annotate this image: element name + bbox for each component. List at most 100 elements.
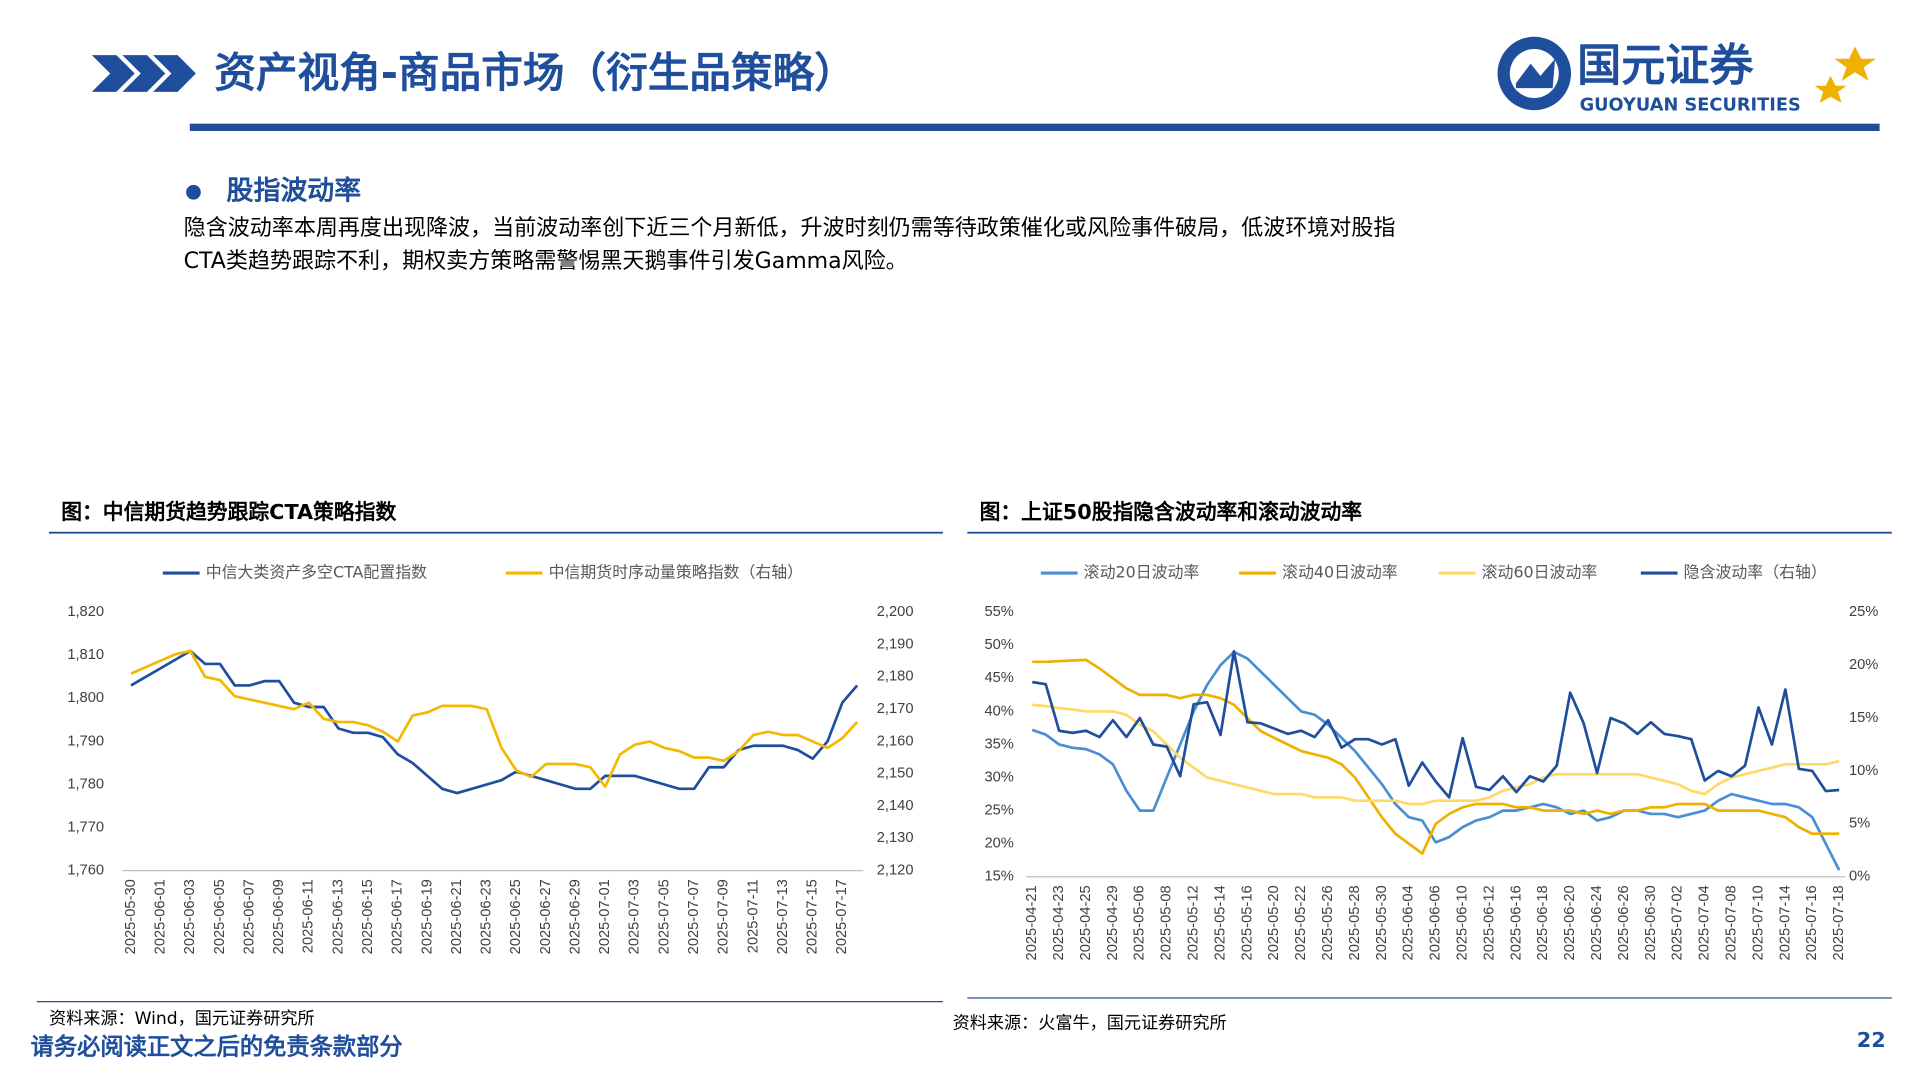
x-tick-label: 2025-06-18 — [1535, 885, 1551, 960]
y2-tick-label: 0% — [1849, 869, 1870, 885]
y-tick-label: 1,810 — [67, 647, 104, 663]
disclaimer: 请务必阅读正文之后的免责条款部分 — [31, 1034, 404, 1061]
y-tick-label: 1,760 — [67, 862, 104, 878]
x-tick-label: 2025-07-10 — [1750, 885, 1766, 960]
y-tick-label: 1,800 — [67, 690, 104, 706]
body-line: CTA类趋势跟踪不利，期权卖方策略需警惕黑天鹅事件引发Gamma风险。 — [184, 249, 908, 274]
x-tick-label: 2025-07-05 — [656, 879, 672, 954]
x-tick-label: 2025-06-12 — [1481, 885, 1497, 960]
x-tick-label: 2025-07-02 — [1670, 885, 1686, 960]
y-tick-label: 1,790 — [67, 733, 104, 749]
x-tick-label: 2025-07-13 — [775, 879, 791, 954]
x-tick-label: 2025-06-23 — [479, 879, 495, 954]
x-tick-label: 2025-07-07 — [686, 879, 702, 954]
y-tick-label: 40% — [984, 703, 1013, 719]
x-tick-label: 2025-07-08 — [1723, 885, 1739, 960]
body-line: 隐含波动率本周再度出现降波，当前波动率创下近三个月新低，升波时刻仍需等待政策催化… — [184, 216, 1396, 241]
y2-tick-label: 15% — [1849, 710, 1878, 726]
x-tick-label: 2025-06-16 — [1508, 885, 1524, 960]
x-tick-label: 2025-07-09 — [716, 879, 732, 954]
x-tick-label: 2025-06-03 — [182, 879, 198, 954]
y2-tick-label: 2,170 — [877, 701, 914, 717]
source-note: 资料来源：Wind，国元证券研究所 — [49, 1009, 315, 1029]
series-line — [1032, 650, 1840, 799]
series-line — [1032, 703, 1840, 806]
y2-tick-label: 2,180 — [877, 669, 914, 685]
series-line — [1031, 650, 1841, 871]
x-tick-label: 2025-06-19 — [419, 879, 435, 954]
legend-label: 中信大类资产多空CTA配置指数 — [206, 563, 427, 582]
x-tick-label: 2025-06-10 — [1454, 885, 1470, 960]
x-tick-label: 2025-06-25 — [508, 879, 524, 954]
y2-tick-label: 2,200 — [877, 604, 914, 620]
y2-tick-label: 2,160 — [877, 733, 914, 749]
x-tick-label: 2025-07-03 — [627, 879, 643, 954]
x-tick-label: 2025-07-18 — [1831, 885, 1847, 960]
x-tick-label: 2025-05-30 — [1374, 885, 1390, 960]
x-tick-label: 2025-04-21 — [1024, 885, 1040, 960]
x-tick-label: 2025-05-28 — [1347, 885, 1363, 960]
x-tick-label: 2025-07-01 — [597, 879, 613, 954]
x-tick-label: 2025-06-09 — [271, 879, 287, 954]
x-tick-label: 2025-05-26 — [1320, 885, 1336, 960]
y-tick-label: 55% — [984, 604, 1013, 620]
page-title: 资产视角-商品市场（衍生品策略） — [214, 48, 856, 97]
y2-tick-label: 10% — [1849, 763, 1878, 779]
x-tick-label: 2025-06-13 — [330, 879, 346, 954]
x-tick-label: 2025-06-07 — [241, 879, 257, 954]
series-line — [130, 649, 859, 788]
y-tick-label: 1,820 — [67, 604, 104, 620]
y-tick-label: 25% — [984, 802, 1013, 818]
series-line — [130, 649, 859, 795]
x-tick-label: 2025-05-12 — [1186, 885, 1202, 960]
x-tick-label: 2025-06-01 — [153, 879, 169, 954]
page-number: 22 — [1857, 1028, 1886, 1052]
x-tick-label: 2025-06-30 — [1643, 885, 1659, 960]
x-tick-label: 2025-04-23 — [1051, 885, 1067, 960]
x-tick-label: 2025-05-06 — [1132, 885, 1148, 960]
logo-en: GUOYUAN SECURITIES — [1580, 95, 1801, 115]
x-tick-label: 2025-07-11 — [745, 879, 761, 953]
x-tick-label: 2025-05-16 — [1239, 885, 1255, 960]
x-tick-label: 2025-04-29 — [1105, 885, 1121, 960]
x-tick-label: 2025-05-08 — [1159, 885, 1175, 960]
x-tick-label: 2025-06-29 — [567, 879, 583, 954]
y-tick-label: 1,780 — [67, 776, 104, 792]
chart-title: 图：上证50股指隐含波动率和滚动波动率 — [980, 500, 1363, 524]
y2-tick-label: 2,150 — [877, 766, 914, 782]
bullet — [186, 184, 201, 200]
y2-tick-label: 2,190 — [877, 636, 914, 652]
x-tick-label: 2025-07-15 — [805, 879, 821, 954]
x-tick-label: 2025-06-27 — [538, 879, 554, 954]
y2-tick-label: 5% — [1849, 816, 1870, 832]
legend-label: 滚动20日波动率 — [1084, 563, 1200, 582]
x-tick-label: 2025-06-11 — [301, 879, 317, 953]
x-tick-label: 2025-06-20 — [1562, 885, 1578, 960]
legend-label: 滚动40日波动率 — [1282, 563, 1398, 582]
legend-label: 中信期货时序动量策略指数（右轴） — [549, 563, 804, 582]
y-tick-label: 1,770 — [67, 819, 104, 835]
source-note: 资料来源：火富牛，国元证券研究所 — [953, 1014, 1227, 1034]
y2-tick-label: 2,120 — [877, 862, 914, 878]
x-tick-label: 2025-05-30 — [123, 879, 139, 954]
x-tick-label: 2025-05-20 — [1266, 885, 1282, 960]
chevrons — [91, 55, 196, 92]
y-tick-label: 50% — [984, 637, 1013, 653]
title-rule — [189, 123, 1880, 132]
x-tick-label: 2025-06-06 — [1428, 885, 1444, 960]
y2-tick-label: 2,140 — [877, 798, 914, 814]
logo-cn: 国元证券 — [1577, 41, 1754, 92]
x-tick-label: 2025-07-17 — [834, 879, 850, 954]
y2-tick-label: 25% — [1849, 604, 1878, 620]
y-tick-label: 15% — [984, 869, 1013, 885]
section-heading: 股指波动率 — [227, 175, 362, 207]
y-tick-label: 30% — [984, 769, 1013, 785]
x-tick-label: 2025-06-21 — [449, 879, 465, 954]
x-tick-label: 2025-06-15 — [360, 879, 376, 954]
x-tick-label: 2025-06-24 — [1589, 885, 1605, 960]
x-tick-label: 2025-04-25 — [1078, 885, 1094, 960]
x-tick-label: 2025-06-17 — [390, 879, 406, 954]
x-tick-label: 2025-06-26 — [1616, 885, 1632, 960]
